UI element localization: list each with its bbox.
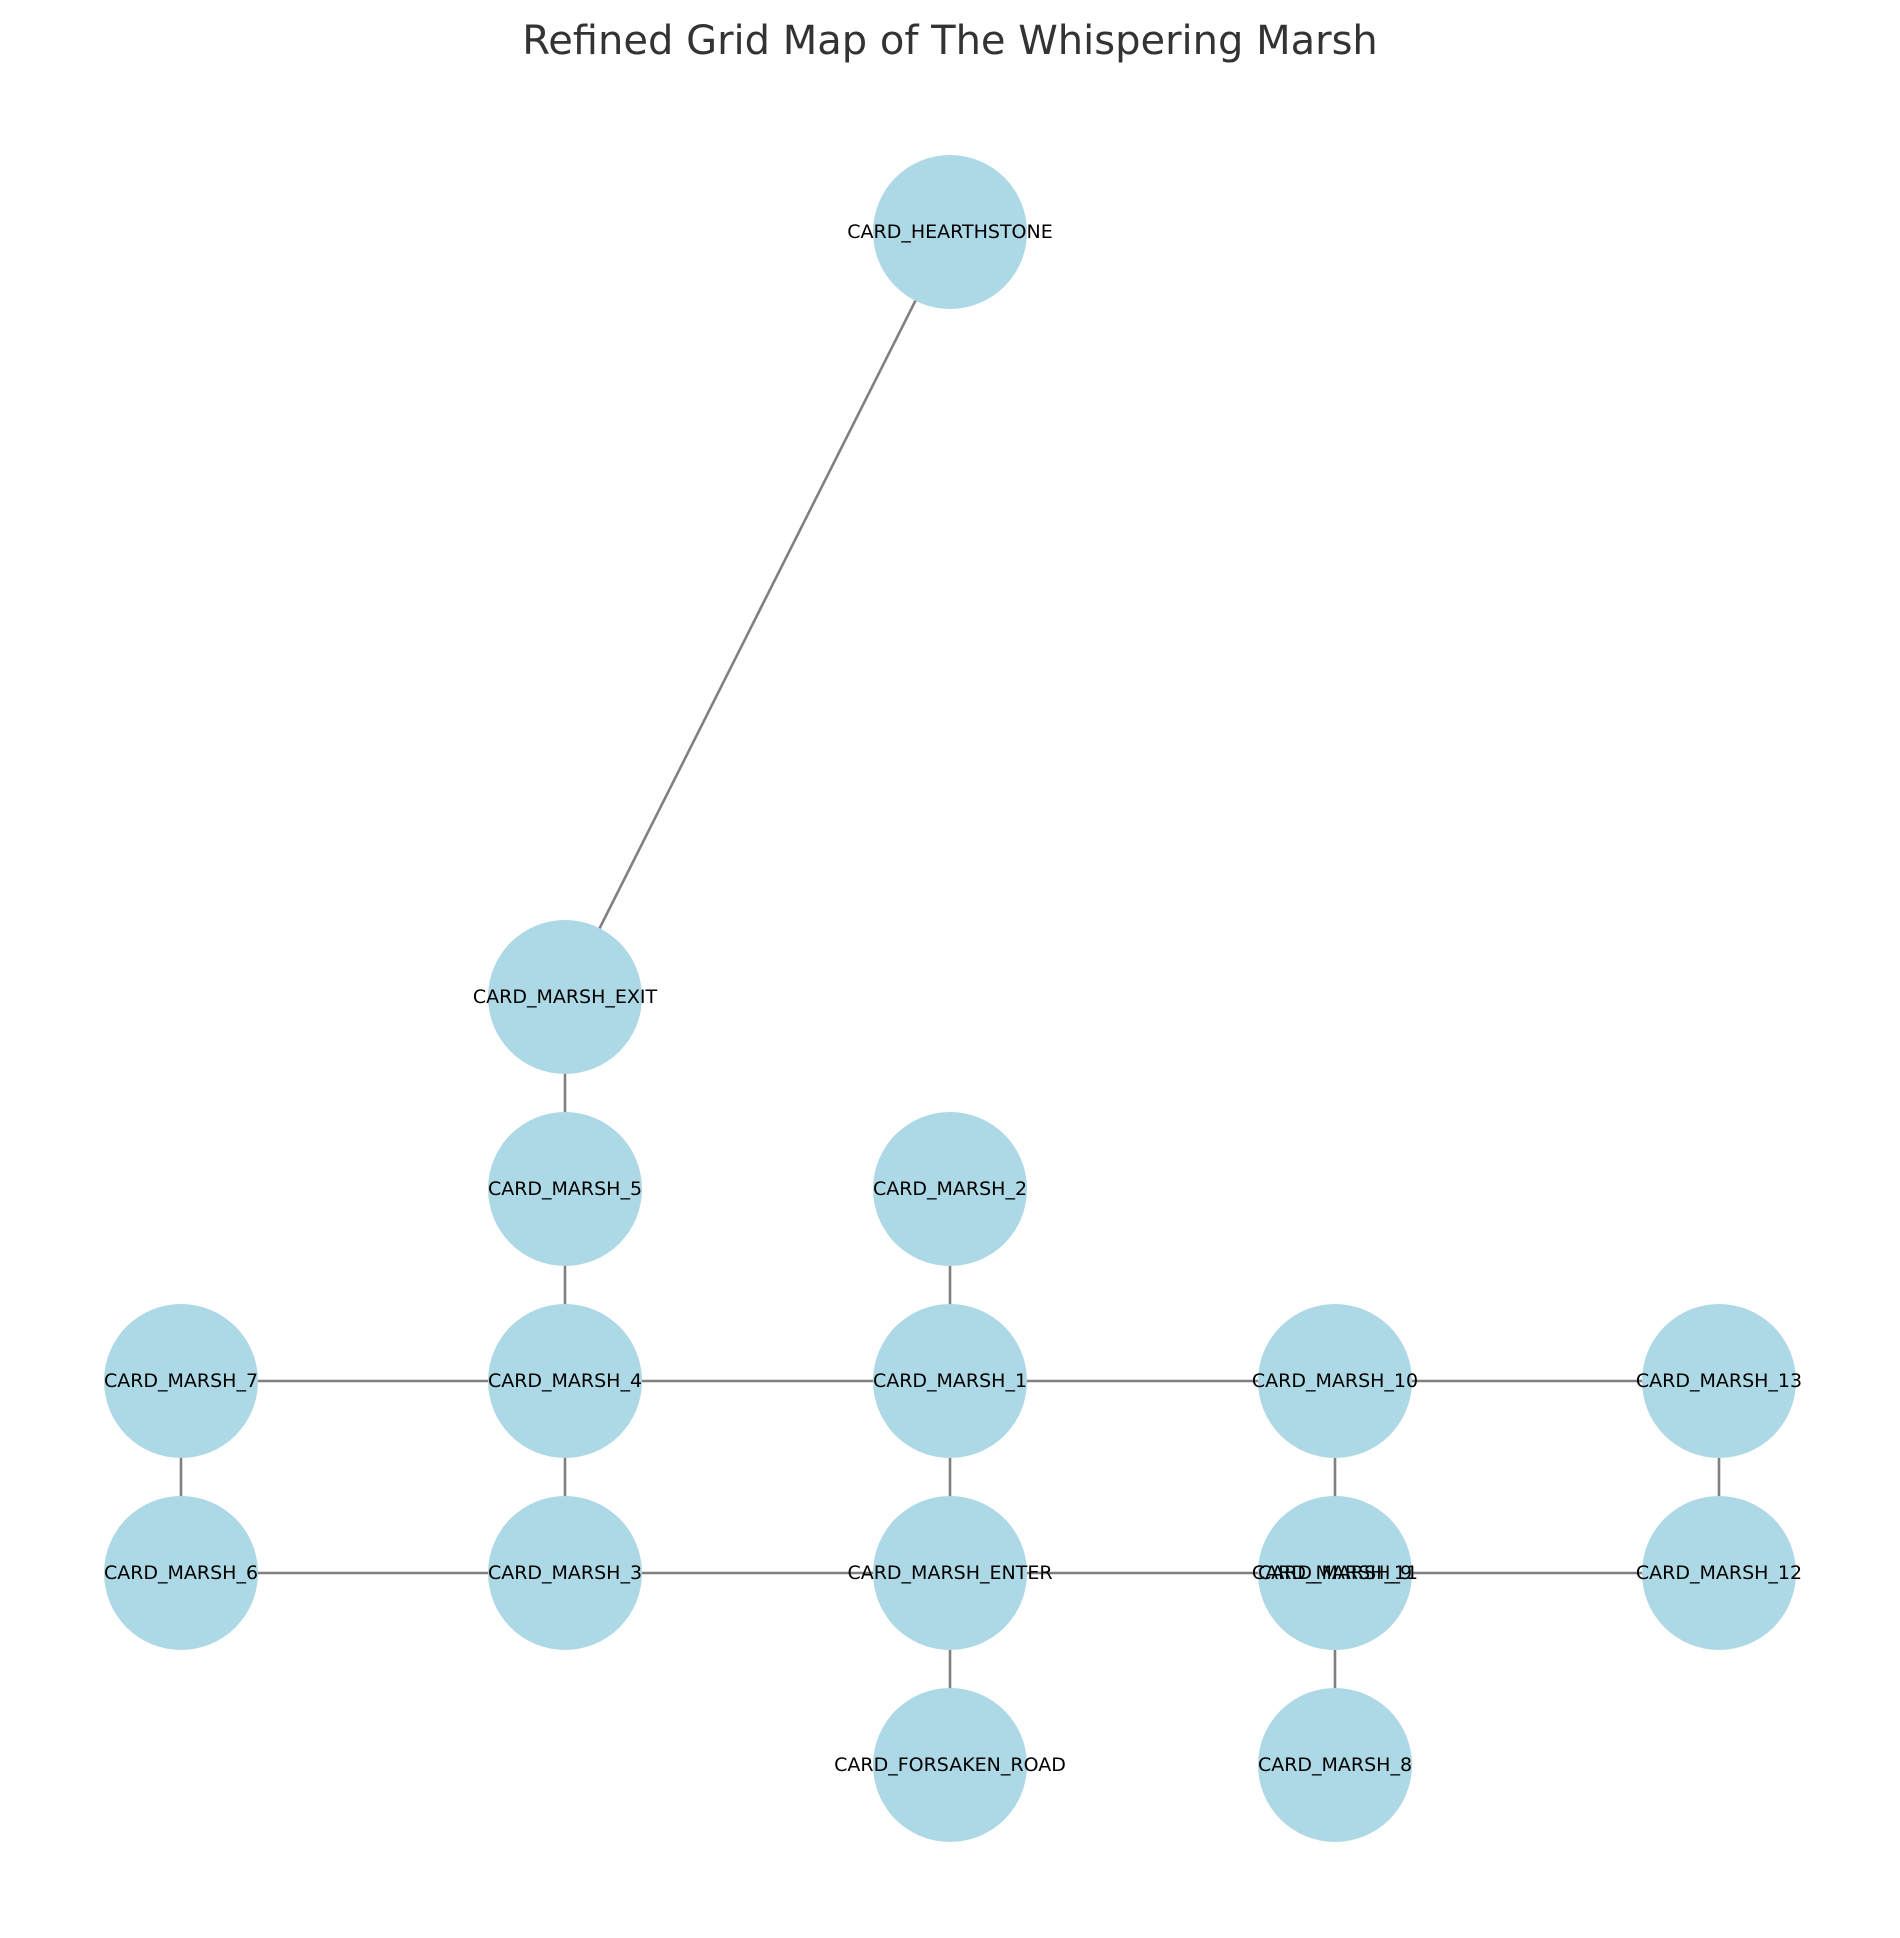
label-layer: CARD_HEARTHSTONE CARD_MARSH_EXIT CARD_MARS… — [104, 221, 1802, 1776]
node-label-card-marsh-exit: CARD_MARSH_EXIT — [473, 986, 658, 1008]
edge-card-hearthstone-to-card-marsh-exit — [563, 231, 952, 998]
node-card-marsh-12 — [1642, 1496, 1796, 1650]
node-label-card-marsh-enter: CARD_MARSH_ENTER — [847, 1562, 1052, 1584]
node-card-marsh-7 — [104, 1304, 258, 1458]
node-label-card-marsh-5: CARD_MARSH_5 — [488, 1178, 642, 1200]
node-card-marsh-13 — [1642, 1304, 1796, 1458]
node-layer — [104, 155, 1796, 1842]
node-label-card-marsh-8: CARD_MARSH_8 — [1258, 1754, 1412, 1776]
node-label-card-marsh-2: CARD_MARSH_2 — [873, 1178, 1027, 1200]
node-card-marsh-enter — [873, 1496, 1027, 1650]
node-label-card-marsh-12: CARD_MARSH_12 — [1636, 1562, 1802, 1584]
node-card-marsh-exit — [488, 920, 642, 1074]
node-label-card-hearthstone: CARD_HEARTHSTONE — [847, 221, 1052, 243]
node-card-marsh-11 — [1258, 1496, 1412, 1650]
node-label-card-marsh-6: CARD_MARSH_6 — [104, 1562, 258, 1584]
node-label-card-marsh-11: CARD_MARSH_11 — [1252, 1562, 1418, 1584]
node-card-marsh-6 — [104, 1496, 258, 1650]
node-label-card-marsh-4: CARD_MARSH_4 — [488, 1370, 642, 1392]
node-label-card-marsh-9: CARD_MARSH_9 — [1258, 1562, 1412, 1584]
node-label-card-marsh-10: CARD_MARSH_10 — [1252, 1370, 1418, 1392]
node-card-marsh-4 — [488, 1304, 642, 1458]
node-card-marsh-8 — [1258, 1688, 1412, 1842]
node-card-marsh-10 — [1258, 1304, 1412, 1458]
node-label-card-marsh-13: CARD_MARSH_13 — [1636, 1370, 1802, 1392]
node-card-marsh-3 — [488, 1496, 642, 1650]
node-card-marsh-1 — [873, 1304, 1027, 1458]
node-card-marsh-2 — [873, 1112, 1027, 1266]
node-card-forsaken-road — [873, 1688, 1027, 1842]
node-label-card-marsh-1: CARD_MARSH_1 — [873, 1370, 1027, 1392]
node-label-card-forsaken-road: CARD_FORSAKEN_ROAD — [834, 1754, 1066, 1776]
node-label-card-marsh-7: CARD_MARSH_7 — [104, 1370, 258, 1392]
node-label-card-marsh-3: CARD_MARSH_3 — [488, 1562, 642, 1584]
node-card-hearthstone — [873, 155, 1027, 309]
node-card-marsh-5 — [488, 1112, 642, 1266]
page-title: Refined Grid Map of The Whispering Marsh — [522, 18, 1378, 64]
